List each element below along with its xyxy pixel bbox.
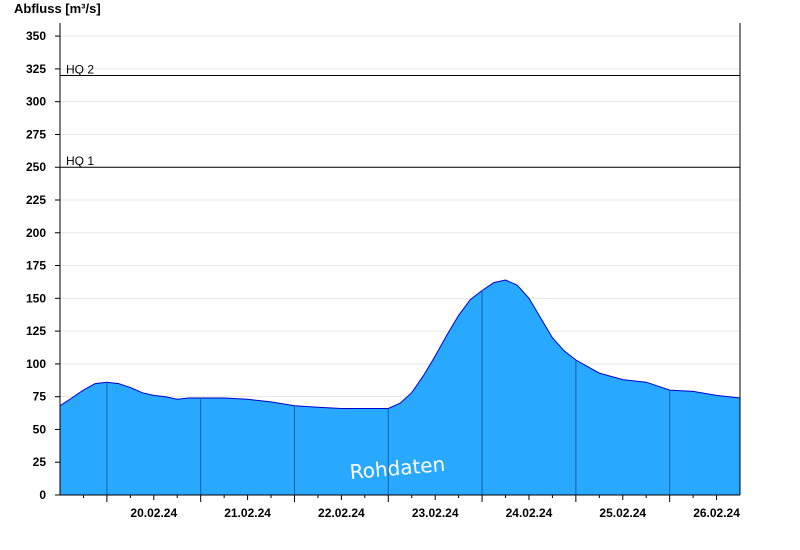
reference-lines: HQ 1 HQ 2 bbox=[60, 62, 740, 168]
y-tick-label: 350 bbox=[26, 29, 46, 43]
y-tick-label: 300 bbox=[26, 95, 46, 109]
x-tick-label: 24.02.24 bbox=[506, 506, 553, 520]
y-tick-label: 150 bbox=[26, 291, 46, 305]
x-tick-label: 20.02.24 bbox=[130, 506, 177, 520]
y-tick-label: 100 bbox=[26, 357, 46, 371]
y-tick-label: 125 bbox=[26, 324, 46, 338]
reference-line-label: HQ 1 bbox=[66, 154, 94, 168]
y-tick-label: 200 bbox=[26, 226, 46, 240]
x-tick-label: 26.02.24 bbox=[693, 506, 740, 520]
x-ticks: 20.02.24 21.02.24 22.02.24 23.02.24 24.02.24… bbox=[82, 495, 740, 520]
x-tick-label: 22.02.24 bbox=[318, 506, 365, 520]
grid bbox=[60, 35, 740, 463]
y-tick-label: 50 bbox=[33, 422, 47, 436]
discharge-area-fill bbox=[60, 280, 740, 495]
y-tick-label: 75 bbox=[33, 390, 47, 404]
y-tick-label: 175 bbox=[26, 259, 46, 273]
y-ticks: 0 25 50 75 100 125 150 175 200 225 250 275 300 325 350 bbox=[26, 29, 60, 502]
day-divider-lines bbox=[106, 290, 671, 495]
x-tick-label: 21.02.24 bbox=[224, 506, 271, 520]
y-tick-label: 275 bbox=[26, 127, 46, 141]
y-tick-label: 250 bbox=[26, 160, 46, 174]
reference-line-label: HQ 2 bbox=[66, 62, 94, 76]
discharge-line bbox=[59, 279, 741, 409]
y-tick-label: 325 bbox=[26, 62, 46, 76]
x-tick-label: 25.02.24 bbox=[599, 506, 646, 520]
x-tick-label: 23.02.24 bbox=[412, 506, 459, 520]
y-tick-label: 25 bbox=[33, 455, 47, 469]
discharge-area bbox=[59, 279, 741, 495]
y-tick-label: 225 bbox=[26, 193, 46, 207]
y-tick-label: 0 bbox=[39, 488, 46, 502]
y-axis-title: Abfluss [m³/s] bbox=[14, 1, 101, 16]
